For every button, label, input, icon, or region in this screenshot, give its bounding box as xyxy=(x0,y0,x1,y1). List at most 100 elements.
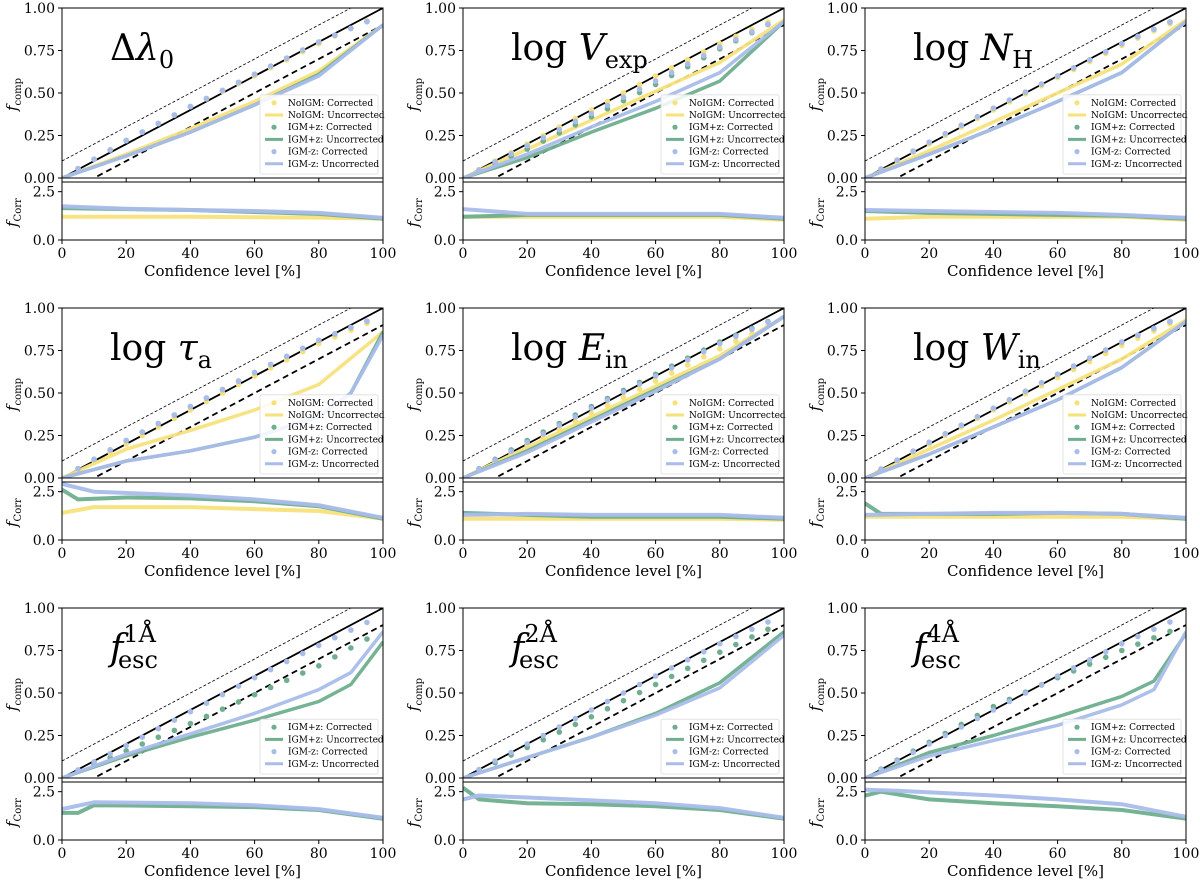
series-NoIGM-corrected-point xyxy=(700,354,707,360)
param-label: f2Å esc xyxy=(508,619,559,674)
series-IGMm-uncorrected xyxy=(62,630,383,778)
xlabel: Confidence level [%] xyxy=(545,262,702,280)
xlabel: Confidence level [%] xyxy=(947,562,1104,580)
series-NoIGM-uncorrected xyxy=(865,318,1186,478)
y-tick-label: 0.25 xyxy=(24,129,55,145)
bottom-panel-content xyxy=(865,208,1186,222)
series-IGMp-corrected-point xyxy=(139,741,146,747)
series-IGMm-corrected-point xyxy=(139,734,146,740)
series-IGMm-corrected-point xyxy=(1006,397,1013,403)
y-tick-label: 2.5 xyxy=(33,785,55,801)
series-IGMm-corrected-point xyxy=(958,422,965,429)
legend-marker xyxy=(271,149,277,155)
series-IGMm-corrected-point xyxy=(332,331,338,337)
legend-marker xyxy=(672,124,678,130)
series-IGMm-corrected-point xyxy=(974,414,981,420)
x-tick-label: 60 xyxy=(1049,846,1067,862)
series-IGMm-corrected-point xyxy=(894,157,900,163)
y-tick-label: 0.00 xyxy=(24,771,55,787)
top-panel-content xyxy=(62,8,383,178)
y-tick-label: 0.0 xyxy=(434,833,456,849)
series-IGMm-corrected-point xyxy=(749,29,755,35)
x-tick-label: 80 xyxy=(711,246,729,262)
subplot-5: 0.00 0.25 0.50 0.75 1.00 fcomp log Win NoIGM: C… xyxy=(806,301,1199,580)
series-IGMm-corrected-point xyxy=(717,640,723,647)
x-tick-label: 0 xyxy=(58,546,67,562)
series-IGMm-corrected-point xyxy=(1086,355,1093,361)
x-tick-label: 100 xyxy=(370,546,397,562)
series-IGMp-corrected-point xyxy=(540,736,547,743)
y-tick-label: 0.00 xyxy=(425,171,456,187)
series-IGMm-corrected-point xyxy=(316,39,322,45)
x-tick-label: 100 xyxy=(370,846,397,862)
legend-box xyxy=(660,718,780,775)
x-tick-label: 20 xyxy=(920,246,938,262)
legend-label: IGM-z: Corrected xyxy=(1091,748,1171,758)
series-IGMm-corrected-point xyxy=(155,420,162,427)
series-IGMm-corrected-point xyxy=(123,437,129,444)
series-IGMm-corrected-point xyxy=(364,18,370,25)
series-IGMm-corrected-point xyxy=(155,725,162,732)
y-tick-label: 0.0 xyxy=(33,533,55,549)
x-tick-label: 20 xyxy=(117,546,135,562)
series-IGMm-corrected-point xyxy=(283,55,290,61)
legend-marker xyxy=(672,424,678,430)
x-tick-label: 60 xyxy=(246,246,264,262)
subplot-4: 0.00 0.25 0.50 0.75 1.00 fcomp log Ein NoIGM: C… xyxy=(404,301,798,580)
series-IGMp-corrected-point xyxy=(717,649,723,655)
series-IGMm-corrected-point xyxy=(620,389,627,395)
ylabel-bottom: fCorr xyxy=(404,198,425,228)
x-tick-label: 0 xyxy=(58,846,67,862)
x-tick-label: 80 xyxy=(1113,246,1131,262)
legend-label: IGM-z: Uncorrected xyxy=(689,160,780,170)
legend-label: NoIGM: Corrected xyxy=(288,99,373,109)
legend: IGM+z: Corrected IGM+z: Uncorrected IGM-z:… xyxy=(1062,718,1187,775)
ylabel-top: fcomp xyxy=(806,678,827,712)
bottom-panel-frame xyxy=(462,781,785,841)
series-IGMm-corrected-point xyxy=(524,439,530,446)
series-IGMm-corrected-point xyxy=(1167,318,1173,325)
legend-marker xyxy=(1074,749,1080,755)
series-IGMm-corrected-point xyxy=(492,457,498,463)
legend-label: NoIGM: Uncorrected xyxy=(288,111,385,121)
series-IGMm-corrected-point xyxy=(1038,81,1045,87)
x-tick-label: 80 xyxy=(711,846,729,862)
x-tick-label: 40 xyxy=(984,846,1002,862)
series-IGMm-corrected-point xyxy=(171,412,178,418)
legend-label: IGM-z: Corrected xyxy=(1091,148,1171,158)
legend: NoIGM: Corrected NoIGM: Uncorrected IGM+z:… xyxy=(1062,94,1188,175)
y-tick-label: 0.00 xyxy=(425,471,456,487)
series-IGMm-corrected-point xyxy=(203,395,210,401)
series-IGMp-corrected-point xyxy=(668,673,675,680)
x-tick-label: 80 xyxy=(711,546,729,562)
series-IGMm-corrected-point xyxy=(107,750,113,757)
series-IGMm-corrected-point xyxy=(348,25,354,32)
legend: NoIGM: Corrected NoIGM: Uncorrected IGM+z:… xyxy=(259,94,385,175)
y-tick-label: 2.5 xyxy=(836,485,858,501)
y-tick-label: 0.00 xyxy=(24,171,55,187)
legend-label: IGM+z: Corrected xyxy=(1091,423,1175,433)
y-tick-label: 1.00 xyxy=(827,301,858,317)
series-IGMm-corrected-point xyxy=(652,373,659,379)
y-tick-label: 1.00 xyxy=(24,601,55,617)
series-IGMm-corrected-point xyxy=(251,674,258,681)
series-IGMm-corrected-point xyxy=(1038,681,1045,688)
series-IGMm-corrected-point xyxy=(508,448,514,455)
series-IGMp-corrected-point xyxy=(620,697,627,704)
x-tick-label: 80 xyxy=(1113,546,1131,562)
x-tick-label: 100 xyxy=(771,546,798,562)
y-tick-label: 0.0 xyxy=(836,833,858,849)
series-IGMp-uncorrected xyxy=(865,632,1186,778)
top-panel-content xyxy=(463,8,784,178)
legend-label: IGM-z: Corrected xyxy=(689,748,769,758)
ylabel-bottom: fCorr xyxy=(806,198,827,228)
legend: IGM+z: Corrected IGM+z: Uncorrected IGM-z:… xyxy=(660,718,785,775)
series-IGMm-corrected-point xyxy=(155,120,162,127)
series-NoIGM-corrected-point xyxy=(620,90,627,96)
y-tick-label: 0.75 xyxy=(827,644,858,660)
legend: NoIGM: Corrected NoIGM: Uncorrected IGM+z:… xyxy=(660,94,786,175)
series-IGMm-corrected-point xyxy=(235,79,242,86)
upper-offset-line xyxy=(865,608,1155,762)
xlabel: Confidence level [%] xyxy=(144,862,301,880)
series-IGMm-corrected-point xyxy=(684,357,691,363)
